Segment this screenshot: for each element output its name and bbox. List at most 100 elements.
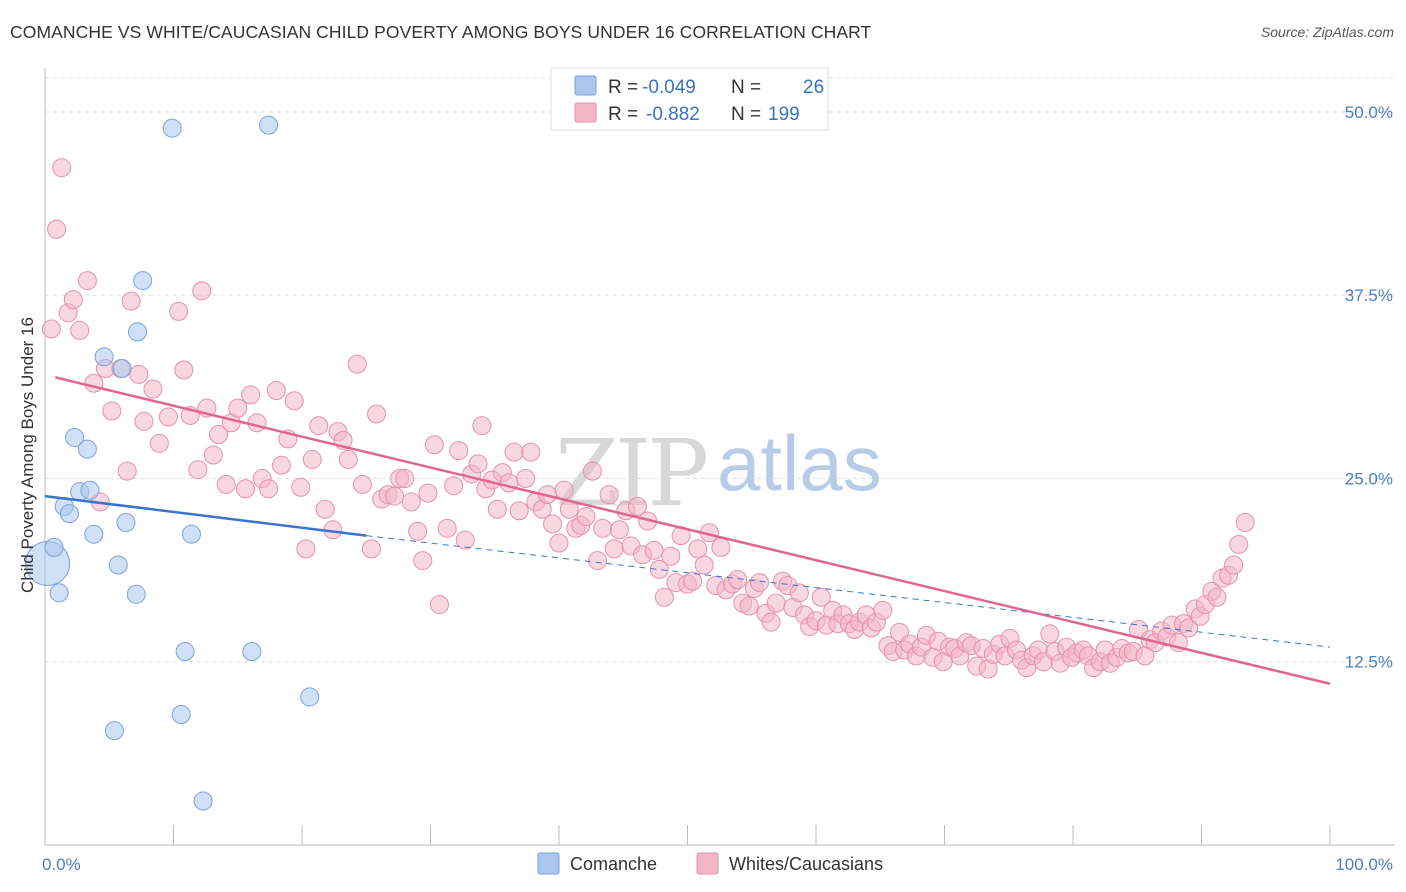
whites-point-15 xyxy=(134,411,154,431)
axes xyxy=(44,68,1395,846)
trend-lines xyxy=(44,376,1331,685)
comanche-point-12 xyxy=(108,555,128,575)
whites-point-61 xyxy=(424,435,444,455)
whites-point-62 xyxy=(429,595,449,615)
whites-point-117 xyxy=(739,596,759,616)
whites-point-102 xyxy=(654,587,674,607)
whites-point-43 xyxy=(315,499,335,519)
whites-point-12 xyxy=(117,461,137,481)
whites-point-1 xyxy=(47,219,67,239)
whites-point-42 xyxy=(309,416,329,436)
y-tick-label-1: 25.0% xyxy=(1345,469,1393,488)
comanche-point-21 xyxy=(181,524,201,544)
comanche-point-20 xyxy=(175,641,195,661)
y-tick-label-2: 37.5% xyxy=(1345,286,1393,305)
comanche-point-1 xyxy=(44,537,64,557)
whites-point-18 xyxy=(158,407,178,427)
whites-point-100 xyxy=(644,540,664,560)
whites-point-2 xyxy=(52,158,72,178)
legend-r-value-2: -0.882 xyxy=(646,104,700,125)
whites-point-6 xyxy=(77,271,97,291)
data-points xyxy=(25,115,1255,811)
bottom-legend-whites: Whites/Caucasians xyxy=(729,854,883,874)
comanche-point-15 xyxy=(126,584,146,604)
comanche-point-5 xyxy=(65,427,85,447)
y-tick-label-0: 12.5% xyxy=(1345,653,1393,672)
whites-point-63 xyxy=(437,518,457,538)
whites-point-69 xyxy=(472,416,492,436)
legend-n-label-2: N = xyxy=(731,104,761,125)
whites-point-51 xyxy=(367,404,387,424)
comanche-point-23 xyxy=(242,641,262,661)
whites-point-130 xyxy=(811,587,831,607)
whites-trend-line xyxy=(54,376,1331,685)
whites-point-29 xyxy=(228,398,248,418)
comanche-point-8 xyxy=(80,480,100,500)
whites-point-17 xyxy=(149,433,169,453)
whites-point-7 xyxy=(84,373,104,393)
whites-point-25 xyxy=(203,445,223,465)
whites-point-74 xyxy=(499,473,519,493)
comanche-point-19 xyxy=(171,705,191,725)
whites-point-204 xyxy=(1224,555,1244,575)
whites-point-13 xyxy=(121,291,141,311)
whites-point-78 xyxy=(521,442,541,462)
comanche-point-13 xyxy=(112,359,132,379)
y-tick-labels: 12.5% 25.0% 37.5% 50.0% xyxy=(1345,103,1393,672)
whites-point-206 xyxy=(1235,512,1255,532)
whites-point-32 xyxy=(247,413,267,433)
whites-point-36 xyxy=(271,455,291,475)
whites-point-68 xyxy=(468,454,488,474)
whites-point-26 xyxy=(208,425,228,445)
whites-point-35 xyxy=(266,381,286,401)
whites-point-19 xyxy=(169,301,189,321)
chart-title: COMANCHE VS WHITE/CAUCASIAN CHILD POVERT… xyxy=(10,22,872,42)
whites-point-14 xyxy=(129,364,149,384)
comanche-point-11 xyxy=(104,721,124,741)
whites-point-196 xyxy=(1179,618,1199,638)
whites-point-72 xyxy=(487,499,507,519)
bottom-legend-comanche: Comanche xyxy=(570,854,657,874)
whites-point-89 xyxy=(582,461,602,481)
comanche-point-10 xyxy=(94,347,114,367)
whites-point-4 xyxy=(63,290,83,310)
comanche-point-17 xyxy=(133,271,153,291)
whites-point-57 xyxy=(401,492,421,512)
whites-point-40 xyxy=(296,539,316,559)
whites-point-65 xyxy=(449,441,469,461)
whites-point-58 xyxy=(408,521,428,541)
comanche-point-25 xyxy=(300,687,320,707)
whites-point-75 xyxy=(504,442,524,462)
bottom-legend-swatch-whites xyxy=(696,852,719,875)
y-tick-label-3: 50.0% xyxy=(1345,103,1393,122)
whites-point-112 xyxy=(711,537,731,557)
whites-point-30 xyxy=(235,479,255,499)
whites-point-31 xyxy=(241,385,261,405)
whites-point-23 xyxy=(192,281,212,301)
whites-point-90 xyxy=(588,551,608,571)
legend-r-label-2: R = xyxy=(608,104,638,125)
legend-swatch-whites xyxy=(574,102,597,123)
whites-point-49 xyxy=(352,474,372,494)
series-legend: Comanche Whites/Caucasians xyxy=(537,852,883,875)
whites-point-39 xyxy=(291,477,311,497)
whites-point-38 xyxy=(284,391,304,411)
comanche-point-18 xyxy=(162,118,182,138)
comanche-point-9 xyxy=(84,524,104,544)
legend-n-value-1: 26 xyxy=(803,77,824,98)
x-tick-label-0: 0.0% xyxy=(42,855,81,874)
legend-r-value-1: -0.049 xyxy=(642,77,696,98)
watermark: ZIP atlas xyxy=(555,419,882,527)
legend-n-value-2: 199 xyxy=(768,104,800,125)
whites-point-84 xyxy=(554,480,574,500)
whites-point-122 xyxy=(766,593,786,613)
whites-point-141 xyxy=(873,600,893,620)
whites-point-22 xyxy=(188,460,208,480)
whites-point-115 xyxy=(728,570,748,590)
comanche-point-22 xyxy=(193,791,213,811)
whites-point-88 xyxy=(576,507,596,527)
x-tick-label-1: 100.0% xyxy=(1335,855,1393,874)
whites-point-119 xyxy=(749,573,769,593)
whites-point-60 xyxy=(418,483,438,503)
